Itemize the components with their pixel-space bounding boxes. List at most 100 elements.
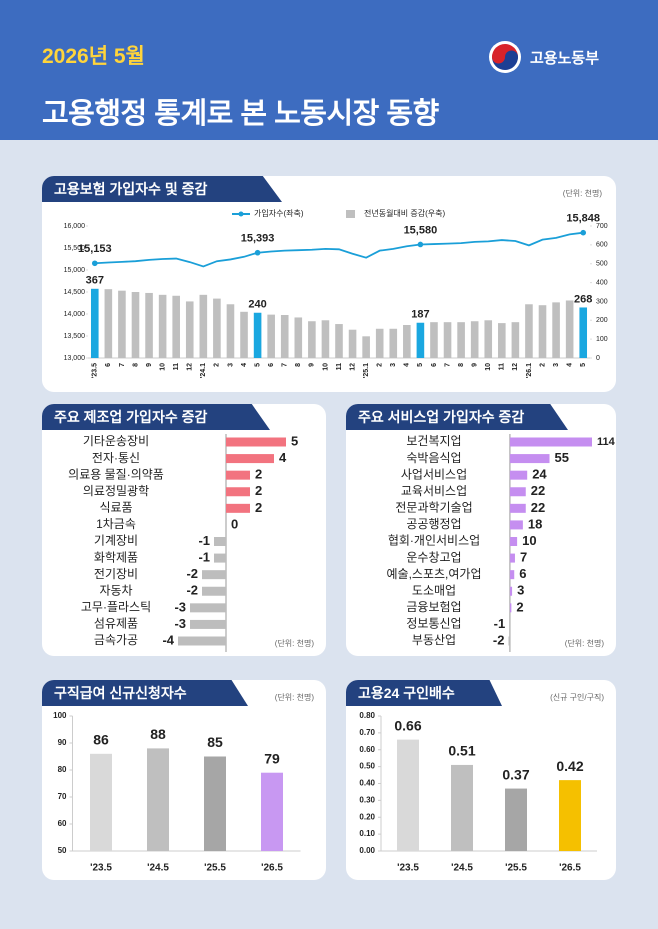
y-tick-label: 0.30: [359, 795, 375, 804]
category-label: 교육서비스업: [401, 484, 467, 498]
category-label: 기계장비: [94, 534, 138, 548]
category-label: 섬유제품: [94, 617, 138, 631]
data-label: 6: [519, 566, 526, 581]
data-label: 0.66: [394, 717, 421, 733]
x-tick-label: 3: [390, 363, 397, 367]
y2-tick-label: 200: [596, 317, 608, 324]
data-label: 15,153: [78, 243, 112, 255]
y-tick-label: 50: [58, 846, 67, 855]
y2-tick-label: 0: [596, 355, 600, 362]
bar: [457, 322, 465, 358]
bar: [118, 290, 126, 358]
category-label: 의료정밀광학: [83, 484, 149, 498]
bar: [226, 470, 250, 480]
y-tick-label: 15,500: [64, 245, 86, 252]
x-tick-label: 7: [282, 363, 289, 367]
bar: [508, 636, 510, 646]
bar: [565, 300, 574, 358]
bar: [348, 329, 357, 358]
x-tick-label: 11: [336, 363, 343, 371]
x-tick-label: 5: [580, 363, 587, 367]
ministry-name: 고용노동부: [530, 50, 600, 67]
bar: [335, 324, 343, 358]
data-label: -1: [198, 533, 210, 548]
data-label: -2: [186, 566, 198, 581]
data-label: 15,848: [566, 213, 600, 225]
y-tick-label: 0.70: [359, 728, 375, 737]
y2-tick-label: 400: [596, 279, 608, 286]
bar: [509, 537, 518, 546]
legend-marker: [238, 211, 244, 217]
chart: (신규 구인/구직) 0.00 0.10 0.20 0.30 0.40 0.50 0.60 0.…: [359, 692, 604, 874]
category-label: 고무·플라스틱: [81, 600, 151, 614]
x-tick-label: '26.5: [559, 863, 581, 874]
bar: [90, 753, 112, 851]
data-label: 2: [255, 483, 262, 498]
bar: [525, 304, 533, 358]
bar: [185, 301, 194, 358]
data-label: 55: [555, 450, 569, 465]
chart: (단위: 천명) 50 60 70 80 90 100 86 '23.5 88 '24.5 85 '25…: [53, 692, 314, 874]
bar: [579, 307, 588, 358]
x-tick-label: 2: [377, 363, 384, 367]
data-label: 24: [532, 467, 547, 482]
bar: [190, 619, 226, 629]
category-label: 운수창고업: [406, 550, 461, 564]
report-date: 2026년 5월: [42, 45, 145, 68]
y2-tick-label: 700: [596, 223, 608, 230]
bar: [509, 437, 592, 447]
chart-title: 고용보험 가입자수 및 증감: [42, 176, 282, 202]
x-tick-label: 5: [417, 363, 424, 367]
x-tick-label: 3: [553, 363, 560, 367]
x-tick-label: '25.5: [505, 863, 527, 874]
data-label: 5: [291, 433, 298, 448]
bar: [451, 764, 473, 851]
x-tick-label: 8: [458, 363, 465, 367]
bar: [430, 322, 438, 358]
data-label: 85: [207, 734, 223, 750]
x-tick-label: 12: [187, 363, 194, 371]
x-tick-label: '23.5: [90, 863, 112, 874]
y-tick-label: 0.50: [359, 762, 375, 771]
bar: [308, 321, 316, 358]
legend-swatch: [346, 210, 355, 218]
data-label: -2: [186, 583, 198, 598]
x-tick-label: 9: [146, 363, 153, 367]
data-label: 4: [279, 450, 287, 465]
y2-tick-label: 600: [596, 242, 608, 249]
data-label: 268: [574, 293, 592, 305]
x-tick-label: '23.5: [92, 363, 99, 378]
y2-tick-label: 500: [596, 261, 608, 268]
x-tick-label: '24.1: [200, 363, 207, 378]
bar: [90, 288, 99, 358]
bar: [226, 487, 250, 497]
bar: [498, 323, 506, 358]
y-tick-label: 60: [58, 819, 67, 828]
bar: [226, 503, 250, 513]
x-tick-label: 11: [499, 363, 506, 371]
data-label: 22: [531, 500, 545, 515]
chart-panel: (신규 구인/구직) 0.00 0.10 0.20 0.30 0.40 0.50 0.60 0.…: [346, 680, 616, 880]
x-tick-label: 7: [119, 363, 126, 367]
data-label: 367: [86, 275, 104, 287]
y-tick-label: 80: [58, 765, 67, 774]
bar: [470, 321, 479, 358]
x-tick-label: 6: [268, 363, 275, 367]
line-marker: [417, 241, 424, 248]
bar: [178, 636, 226, 646]
bar: [226, 304, 235, 358]
bar: [294, 317, 303, 358]
y-tick-label: 0.20: [359, 812, 375, 821]
chart: (단위: 천명) 13,000 13,500 14,000 14,500 15,000 15…: [64, 188, 608, 378]
x-tick-label: '24.5: [451, 863, 473, 874]
bar: [261, 772, 283, 851]
bar: [509, 487, 526, 497]
y-tick-label: 13,500: [64, 333, 86, 340]
unit-label: (단위: 천명): [563, 188, 603, 198]
bar: [509, 470, 528, 480]
category-label: 도소매업: [412, 583, 456, 597]
x-tick-label: 2: [214, 363, 221, 367]
bar: [199, 294, 208, 358]
x-tick-label: 10: [159, 363, 166, 371]
